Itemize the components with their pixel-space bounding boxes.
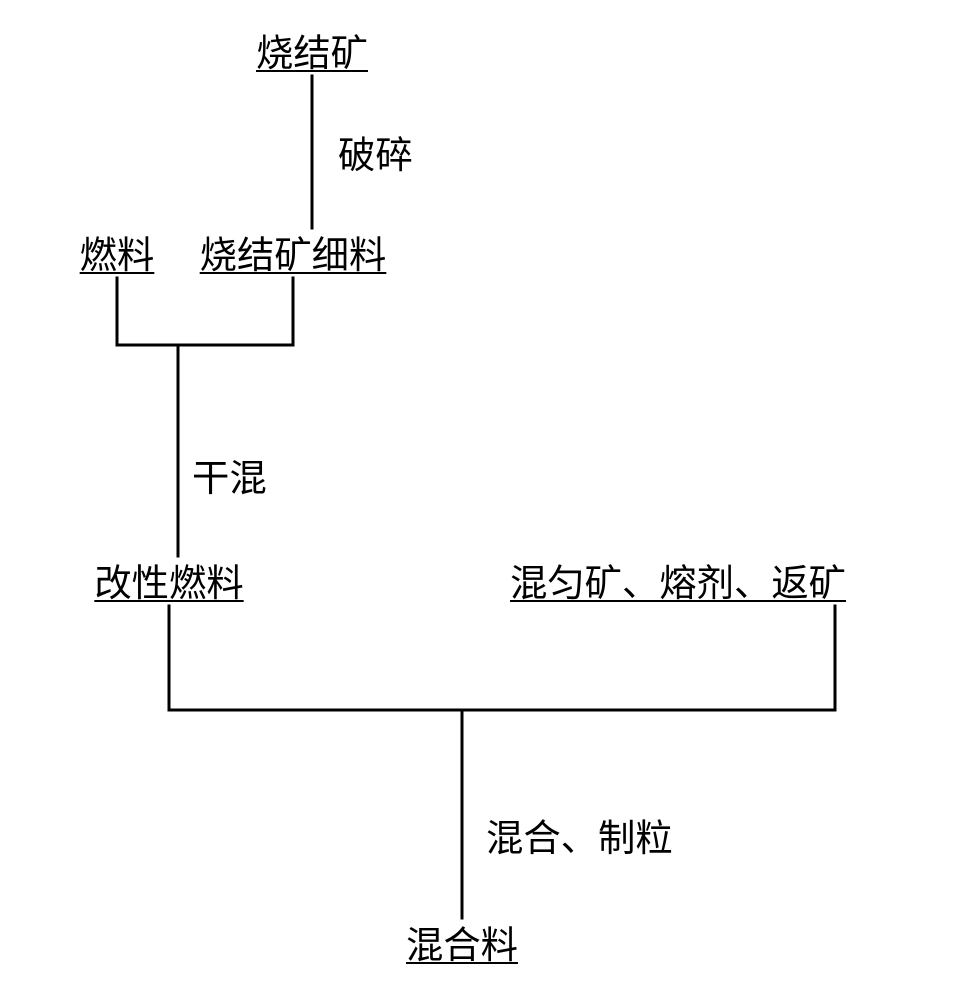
node-sinter-fines: 烧结矿细料 <box>200 225 387 279</box>
node-fuel: 燃料 <box>80 225 155 279</box>
edge-label-dry-mixing: 干混 <box>192 448 267 502</box>
node-sinter-ore: 烧结矿 <box>256 23 368 77</box>
node-mixture: 混合料 <box>406 915 518 969</box>
node-blended-flux-return: 混匀矿、熔剂、返矿 <box>510 553 846 607</box>
edge-label-crushing: 破碎 <box>338 125 413 179</box>
node-modified-fuel: 改性燃料 <box>94 553 243 607</box>
flowchart-lines <box>0 0 969 1000</box>
flowchart-canvas: 烧结矿 燃料 烧结矿细料 改性燃料 混匀矿、熔剂、返矿 混合料 破碎 干混 混合… <box>0 0 969 1000</box>
edge-label-mixing-granulation: 混合、制粒 <box>486 808 673 862</box>
